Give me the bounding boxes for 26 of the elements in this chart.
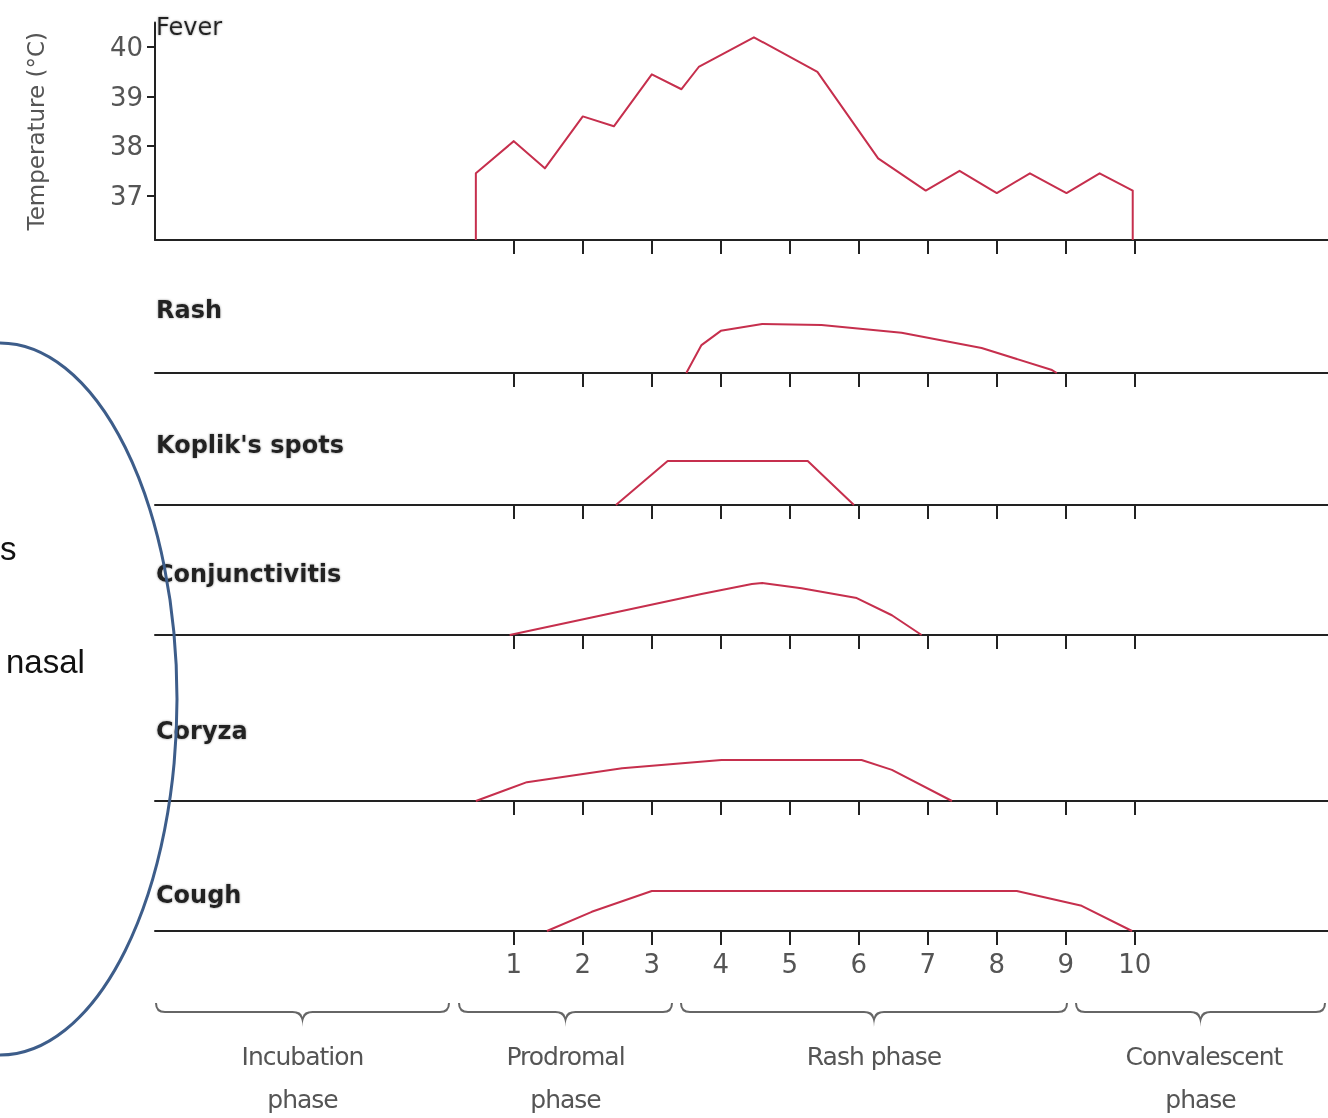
text: Incubation phase [240,1041,365,1116]
chart-title: Fever [156,13,223,41]
x-tick-label: 8 [988,949,1006,979]
text: nasal [6,643,85,681]
text: Convalescent phase [1125,1041,1283,1116]
chart-title: Cough [156,881,242,909]
text: s [0,530,17,568]
x-tick-label: 5 [781,949,799,979]
x-tick-label: 6 [850,949,868,979]
text: Rash phase [805,1041,943,1073]
text: Prodromal phase [505,1041,626,1116]
y-tick-label: 37 [109,180,143,211]
y-tick-label: 38 [109,131,143,162]
x-tick-label: 1 [505,949,523,979]
chart-title: Rash [156,296,223,324]
y-tick-label: 39 [109,81,143,112]
y-tick-label: 40 [109,32,143,63]
x-tick-label: 7 [919,949,937,979]
line-series [474,36,1134,241]
x-tick-label: 3 [643,949,661,979]
x-tick-label: 9 [1057,949,1075,979]
y-axis-title: Temperature (°C) [22,31,49,232]
x-tick-label: 10 [1118,949,1152,979]
chart-title: Koplik's spots [156,431,344,459]
x-tick-label: 2 [574,949,592,979]
x-tick-label: 4 [712,949,730,979]
